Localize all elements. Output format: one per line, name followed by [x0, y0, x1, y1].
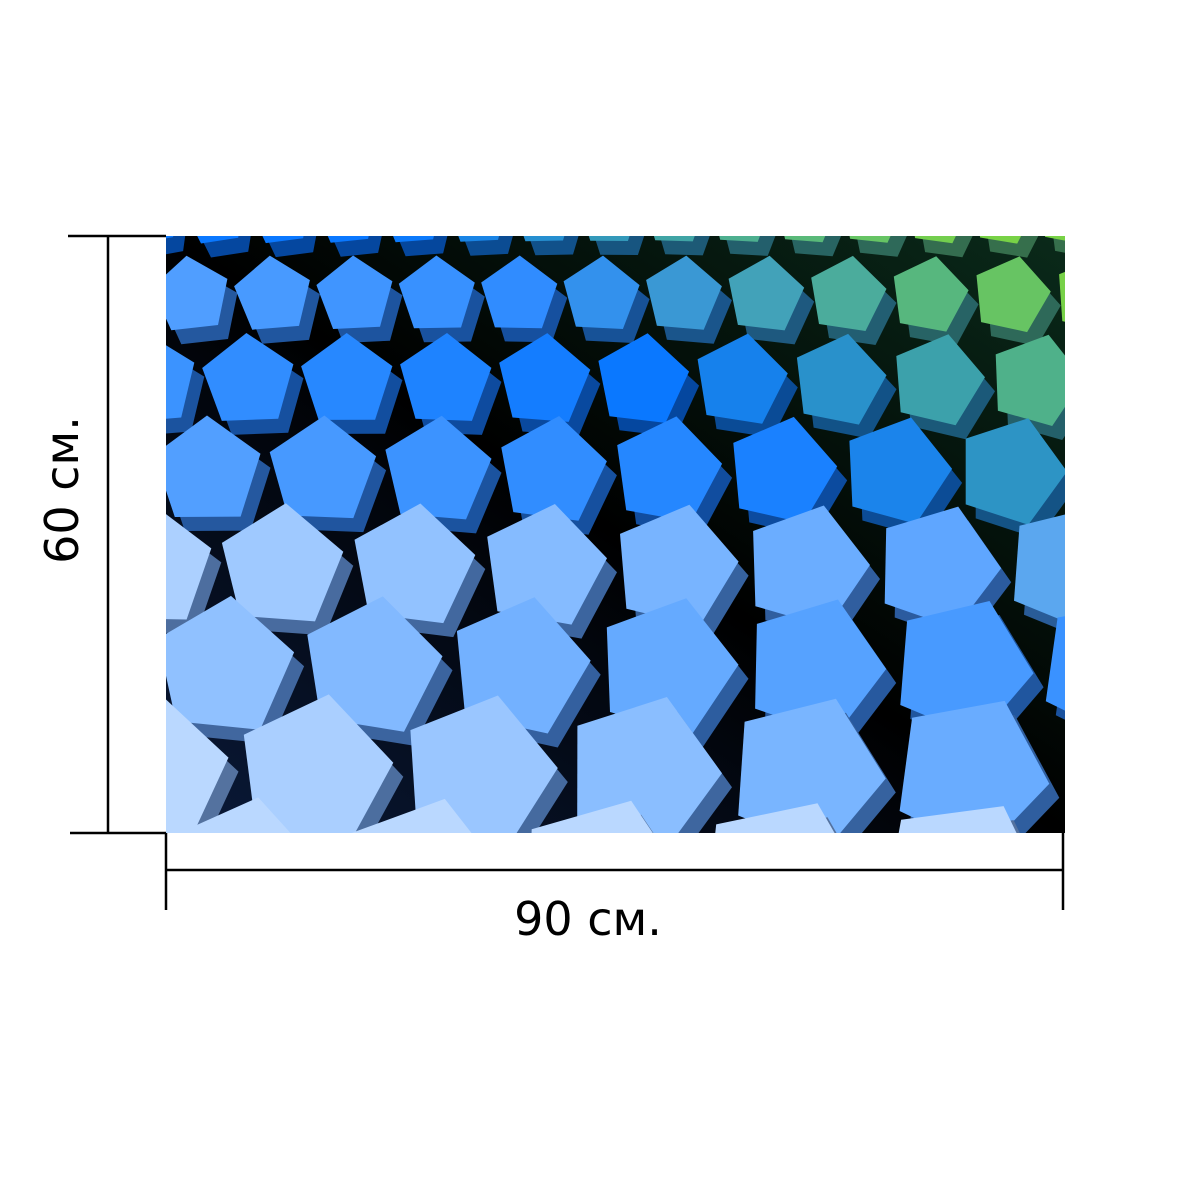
tile [234, 255, 310, 330]
tile-shadow [922, 236, 973, 258]
tile [738, 698, 886, 833]
tile [656, 913, 836, 1094]
height-label: 60 см. [35, 416, 89, 564]
tile-shadow [752, 817, 837, 833]
tile [197, 236, 239, 244]
tile [166, 236, 174, 239]
tile [202, 333, 294, 421]
tile [796, 333, 887, 425]
tile [849, 236, 891, 243]
tile-shadow [278, 921, 453, 1104]
tile-shadow [594, 236, 645, 255]
tile-shadow [859, 930, 1041, 1108]
tile [166, 255, 228, 331]
print-image [67, 236, 1143, 1108]
tile [1045, 616, 1065, 711]
tile [393, 236, 434, 243]
tile [307, 596, 443, 732]
tile-shadow [659, 236, 710, 256]
tile [166, 699, 229, 833]
tile [499, 333, 591, 422]
tile [458, 236, 500, 242]
tile [728, 255, 805, 331]
tile-shadow [1055, 649, 1065, 720]
tile [243, 694, 394, 833]
tile [269, 415, 377, 519]
tile [965, 418, 1065, 525]
tile [563, 255, 640, 329]
tile [811, 255, 887, 331]
tile [715, 803, 835, 833]
tile [410, 695, 558, 833]
tile-shadow [1053, 236, 1065, 253]
tile-shadow [725, 236, 776, 256]
tile [896, 334, 985, 426]
tile-shadow [166, 236, 186, 255]
tile-shadow [987, 236, 1039, 258]
tile [221, 503, 344, 622]
tile [301, 333, 393, 420]
tile [268, 907, 443, 1090]
tile [598, 333, 690, 423]
tile [620, 504, 739, 626]
tile [354, 503, 476, 624]
tile [523, 236, 565, 242]
tile [400, 333, 492, 421]
tile [178, 797, 291, 833]
tile [166, 415, 261, 517]
tile [849, 417, 953, 524]
tile [849, 916, 1031, 1094]
tile [588, 236, 630, 241]
tile [617, 416, 723, 522]
tile [899, 700, 1050, 833]
tile-shadow [399, 812, 471, 833]
tile [327, 236, 369, 243]
tile [784, 236, 826, 243]
tile [501, 416, 607, 521]
tile [884, 506, 1002, 629]
tile [166, 514, 212, 620]
tile [351, 798, 472, 833]
tile-shadow [220, 811, 288, 833]
tile-shadow [1069, 271, 1143, 347]
tile [755, 599, 887, 737]
tile [606, 598, 739, 736]
tile [893, 256, 969, 332]
tile-shadow [856, 236, 907, 257]
tile [979, 236, 1022, 244]
tile [976, 256, 1051, 333]
tile [719, 236, 760, 242]
tile [995, 334, 1065, 426]
tile-shadow [666, 927, 846, 1108]
tile [577, 697, 722, 833]
tile [166, 345, 195, 419]
width-label: 90 см. [514, 892, 662, 946]
tile [1014, 514, 1065, 622]
tile [898, 806, 1017, 833]
tile [316, 255, 393, 329]
tile [697, 333, 788, 424]
tile [487, 504, 607, 625]
tile [531, 800, 653, 833]
tile [67, 905, 245, 1087]
tile [1044, 236, 1065, 241]
tile [733, 416, 838, 523]
tile [1059, 271, 1065, 322]
tile [646, 255, 722, 330]
tile [653, 236, 695, 242]
tile [262, 236, 304, 244]
tile [914, 236, 956, 244]
tile-shadow [473, 924, 650, 1106]
tile [385, 415, 492, 520]
tile [481, 255, 558, 329]
tile-shadow [917, 820, 1020, 833]
tile [398, 255, 475, 329]
tile-shadow [791, 236, 842, 257]
tile [166, 595, 295, 730]
tile [753, 505, 870, 628]
tile-shadow [77, 919, 255, 1101]
